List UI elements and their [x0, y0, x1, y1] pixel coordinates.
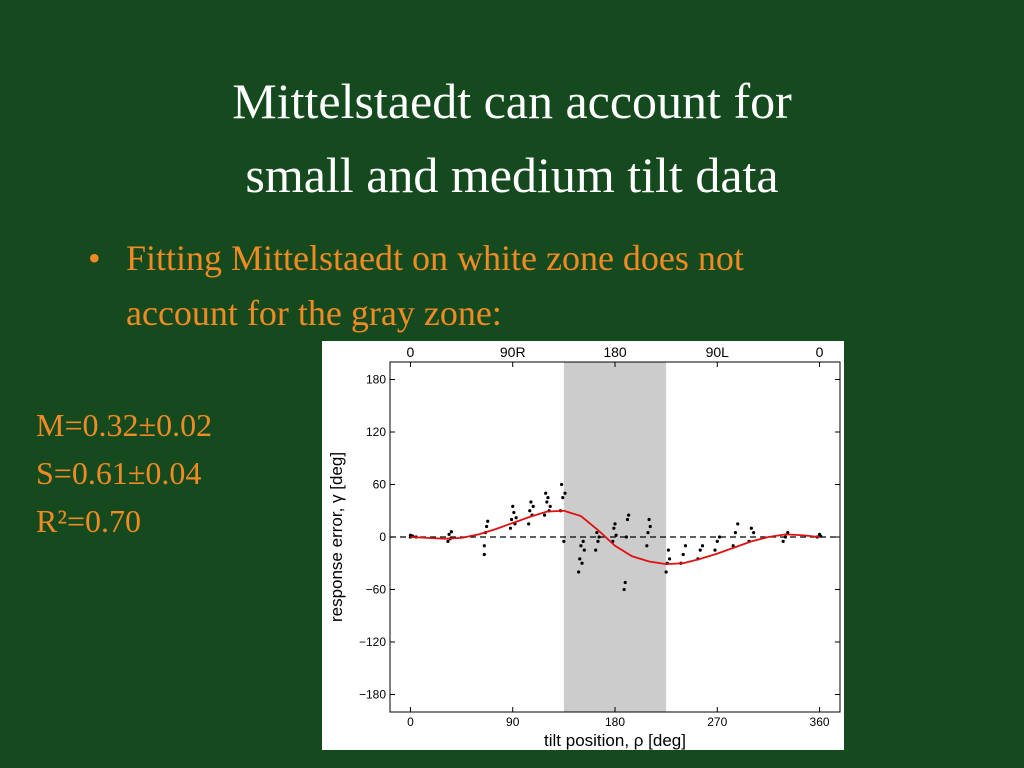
data-point	[596, 539, 600, 543]
x2-tick-label: 0	[816, 344, 824, 360]
data-point	[559, 482, 564, 487]
title-line: small and medium tilt data	[245, 147, 778, 203]
data-point	[681, 552, 685, 557]
x2-tick-label: 0	[407, 344, 415, 360]
data-point	[664, 570, 668, 574]
data-point	[614, 533, 618, 537]
data-point	[529, 500, 533, 504]
x-tick-label: 360	[810, 715, 830, 729]
data-point	[683, 544, 688, 548]
data-point	[713, 548, 717, 552]
data-point	[700, 544, 705, 548]
data-point	[594, 548, 598, 552]
data-point	[645, 544, 649, 548]
data-point	[625, 517, 630, 522]
data-point	[717, 535, 722, 539]
stat: S=0.61±0.04	[36, 455, 201, 491]
data-point	[482, 544, 486, 548]
x2-tick-label: 90R	[500, 344, 526, 360]
stat: R²=0.70	[36, 503, 141, 539]
data-point	[786, 531, 790, 535]
y-tick-label: 180	[366, 373, 386, 387]
data-point	[698, 548, 702, 552]
data-point	[514, 516, 518, 520]
data-point	[579, 544, 583, 548]
x-tick-label: 0	[407, 715, 414, 729]
data-point	[531, 504, 535, 508]
data-point	[447, 532, 451, 536]
data-point	[736, 522, 740, 526]
data-point	[545, 500, 549, 504]
data-point	[509, 517, 514, 522]
data-point	[597, 535, 601, 539]
y-axis-label: response error, γ [deg]	[327, 452, 346, 622]
y-tick-label: −60	[366, 583, 387, 597]
data-point	[578, 557, 582, 561]
y-tick-label: 0	[379, 530, 386, 544]
data-point	[486, 519, 490, 523]
data-point	[562, 539, 566, 543]
data-point	[528, 509, 532, 513]
data-point	[548, 504, 552, 508]
data-point	[749, 526, 753, 530]
bullet-line: Fitting Mittelstaedt on white zone does …	[126, 238, 744, 278]
data-point	[595, 531, 599, 535]
data-point	[627, 513, 631, 517]
data-point	[781, 539, 785, 543]
data-point	[752, 531, 756, 535]
data-point	[512, 510, 516, 515]
x-tick-label: 180	[605, 715, 625, 729]
x-tick-label: 90	[506, 715, 520, 729]
data-point	[783, 535, 788, 539]
data-point	[612, 526, 616, 530]
y-tick-label: −180	[359, 688, 386, 702]
data-point	[546, 496, 550, 500]
data-point	[542, 513, 547, 517]
fit-curve	[410, 509, 820, 566]
data-point	[508, 526, 513, 530]
bullet-line: account for the gray zone:	[126, 293, 502, 333]
data-point	[482, 552, 486, 557]
data-point	[715, 539, 719, 543]
data-point	[449, 530, 453, 534]
title-line: Mittelstaedt can account for	[232, 73, 792, 129]
bullet-dot: •	[88, 238, 101, 278]
data-point	[580, 561, 584, 565]
x-tick-label: 270	[707, 715, 727, 729]
y-tick-label: −120	[359, 635, 386, 649]
data-point	[624, 535, 628, 539]
x2-tick-label: 90L	[706, 344, 730, 360]
data-point	[563, 491, 567, 495]
data-point	[733, 531, 738, 535]
data-point	[647, 517, 651, 522]
chart: −180 −120 −60 0 60 120 180 0 90 180 270 360 0 90R 180 9…	[327, 344, 841, 750]
x2-tick-label: 180	[603, 344, 627, 360]
data-point	[582, 548, 586, 552]
data-point	[648, 524, 652, 529]
data-point	[623, 580, 627, 585]
data-point	[613, 522, 617, 526]
stat: M=0.32±0.02	[36, 407, 212, 443]
data-point	[577, 570, 581, 574]
data-point	[581, 539, 585, 543]
x-axis-label: tilt position, ρ [deg]	[544, 731, 686, 750]
data-point	[511, 504, 515, 508]
data-point	[527, 522, 531, 526]
data-point	[819, 534, 823, 538]
y-tick-label: 120	[366, 425, 386, 439]
data-point	[622, 587, 626, 592]
data-point	[667, 557, 672, 561]
data-point	[561, 496, 565, 500]
data-point	[666, 548, 671, 552]
data-point	[484, 524, 489, 529]
data-point	[544, 491, 548, 495]
data-point	[731, 544, 735, 548]
data-point	[446, 539, 450, 543]
data-point	[646, 531, 650, 535]
y-tick-label: 60	[373, 478, 387, 492]
